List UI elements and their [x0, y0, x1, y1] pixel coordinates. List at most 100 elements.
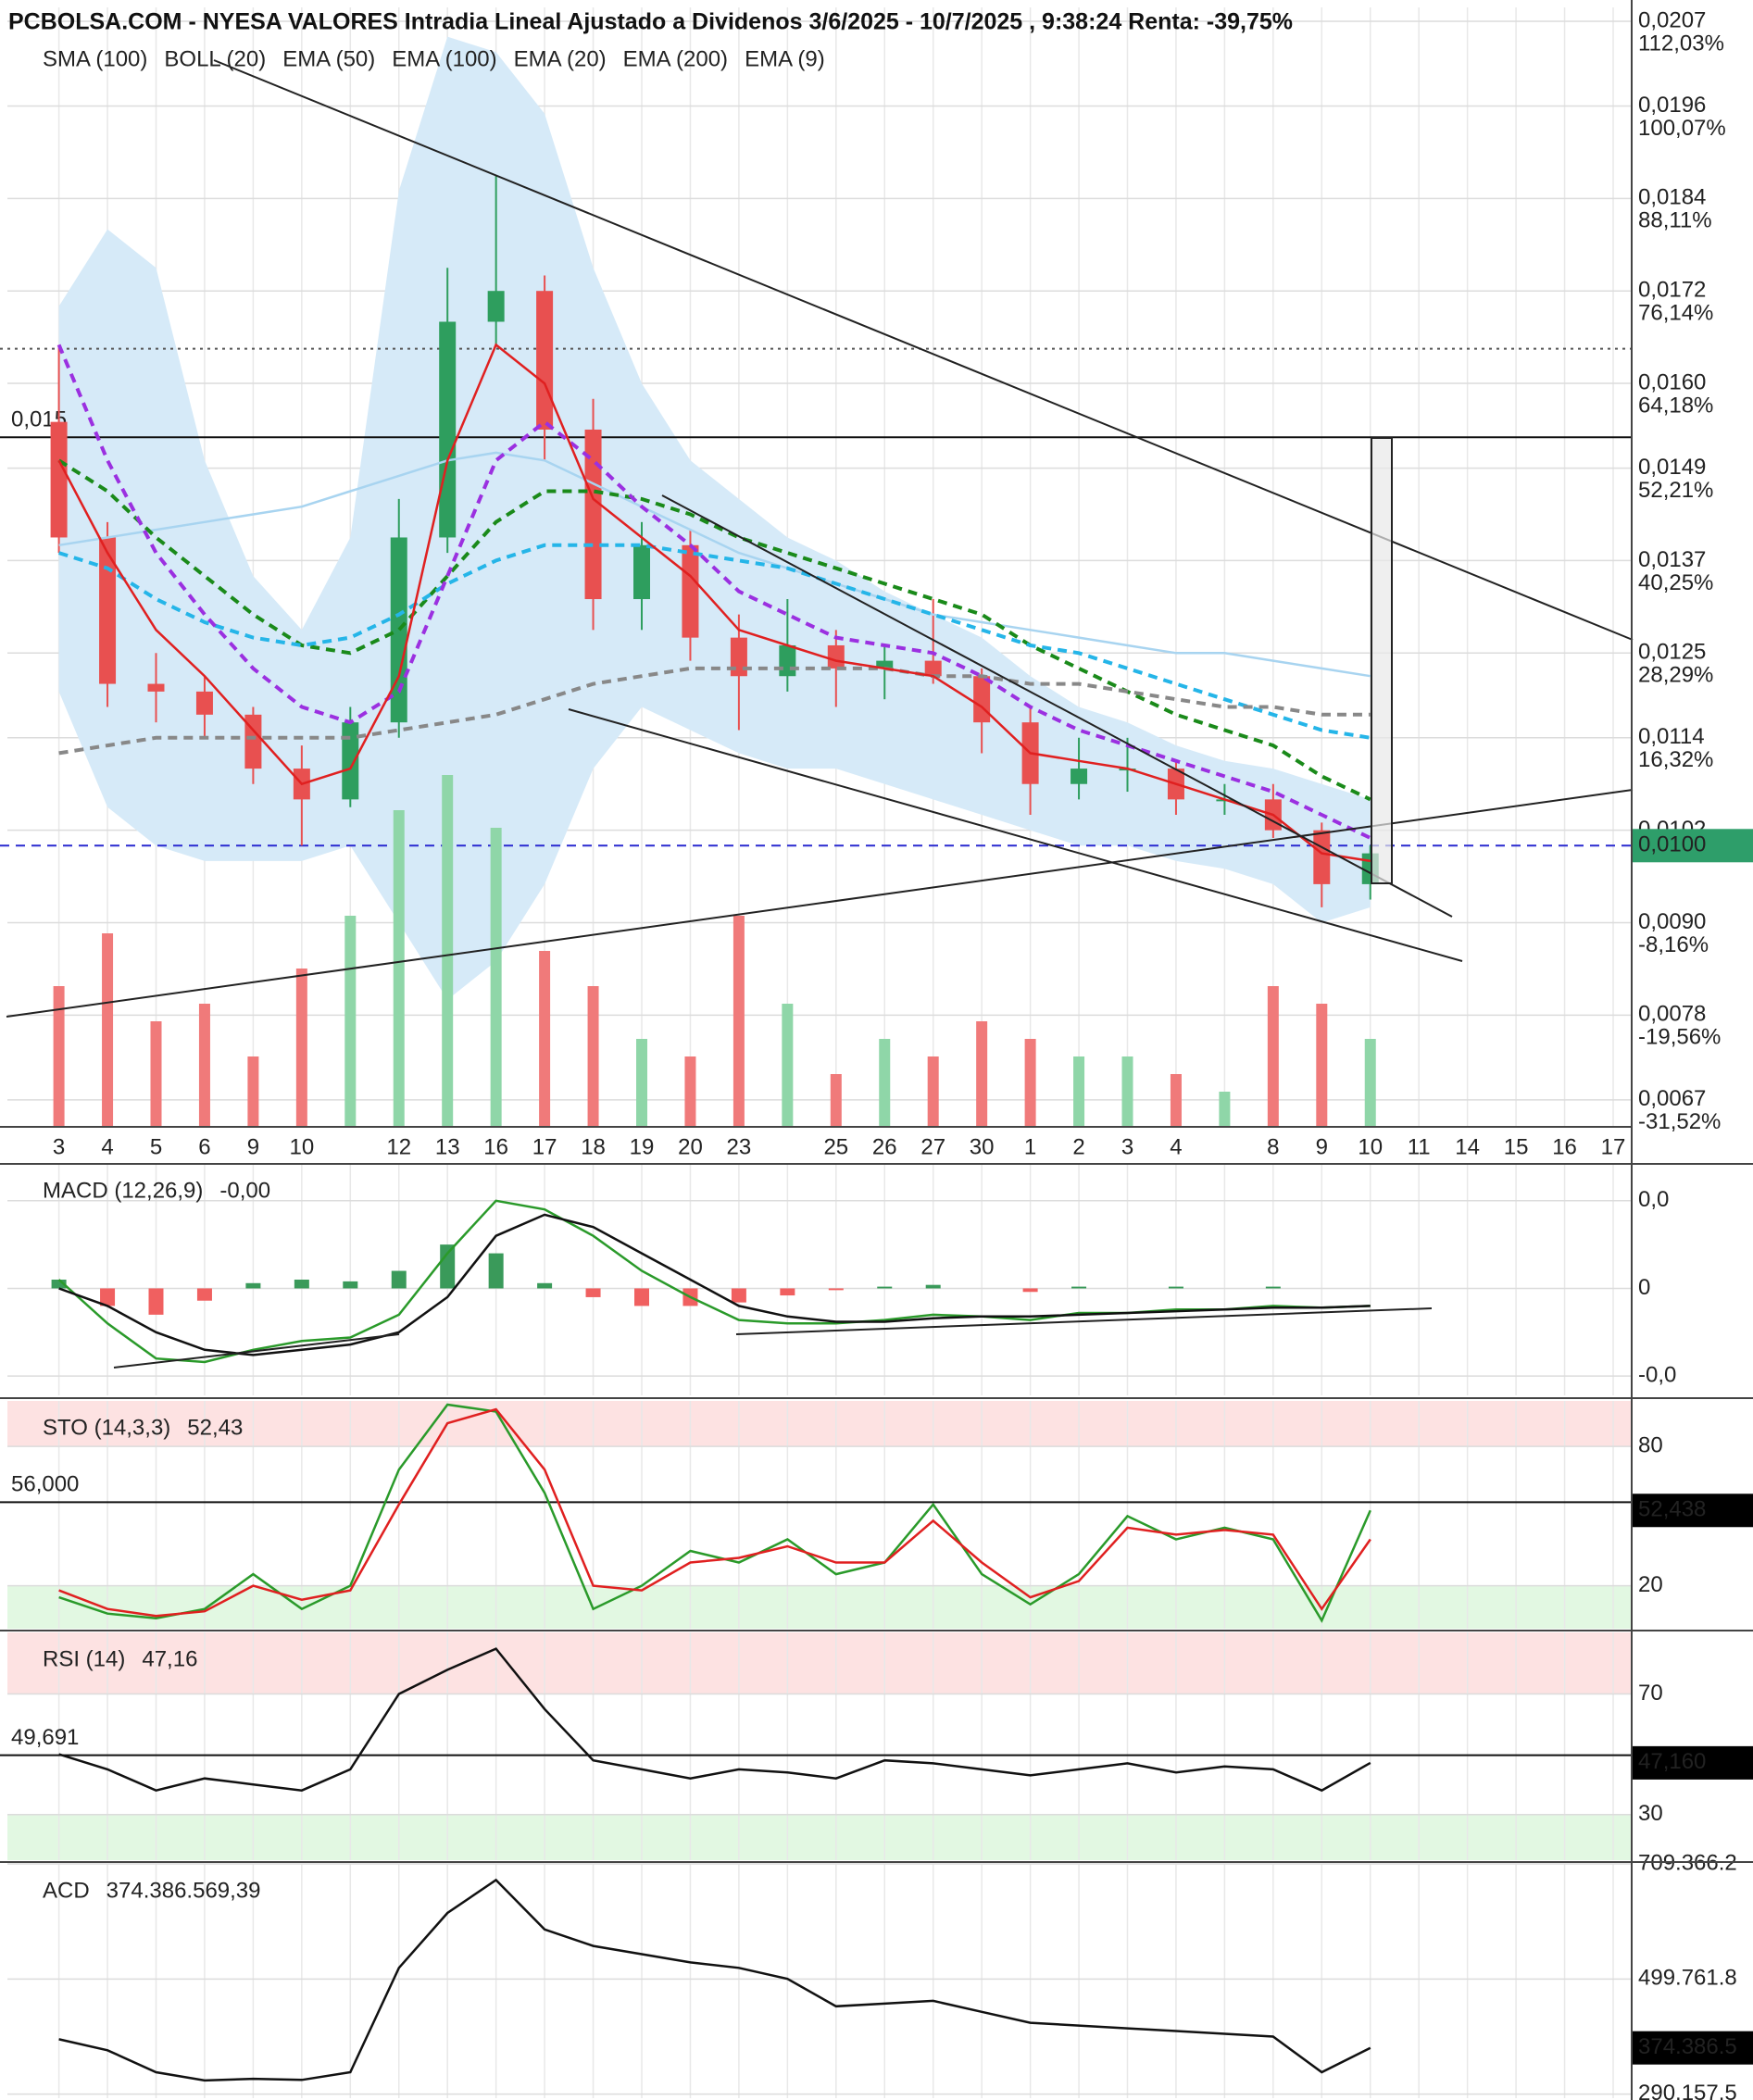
- last-value-label: 47,160: [1638, 1749, 1706, 1774]
- pct-tick-label: -8,16%: [1638, 932, 1709, 957]
- y-tick-label: 80: [1638, 1432, 1663, 1457]
- last-value-box: [1633, 829, 1753, 863]
- legend-entry: BOLL (20): [164, 46, 266, 71]
- panel-value: 47,16: [142, 1646, 197, 1671]
- y-tick-label: 30: [1638, 1801, 1663, 1826]
- histogram-bar: [245, 1282, 261, 1289]
- volume-bar: [830, 1074, 842, 1127]
- candle-body: [244, 714, 262, 769]
- zone: [7, 1585, 1632, 1629]
- x-tick-label: 26: [872, 1134, 897, 1159]
- last-value-box: [1633, 1745, 1753, 1780]
- x-tick-label: 23: [727, 1134, 752, 1159]
- y-tick-label: 0,0090: [1638, 909, 1706, 934]
- volume-bar: [976, 1021, 988, 1127]
- candle-body: [633, 544, 650, 600]
- y-tick-label: 0,0172: [1638, 278, 1706, 303]
- histogram-bar: [585, 1288, 601, 1297]
- histogram-bar: [925, 1284, 941, 1289]
- macd-line: [57, 1199, 1371, 1364]
- panel-title: ACD: [43, 1878, 90, 1903]
- last-value-box: [1633, 1494, 1753, 1528]
- histogram-bar: [148, 1288, 164, 1315]
- pct-tick-label: 100,07%: [1638, 116, 1726, 141]
- h-line-label: 56,000: [11, 1472, 79, 1497]
- y-tick-label: 290.157.5: [1638, 2081, 1737, 2100]
- range-box: [1371, 437, 1393, 884]
- x-tick-label: 13: [435, 1134, 460, 1159]
- volume-bar: [879, 1039, 891, 1127]
- x-tick-label: 4: [1170, 1134, 1182, 1159]
- volume-bar: [490, 828, 502, 1127]
- x-tick-label: 5: [150, 1134, 162, 1159]
- indicator-line: [56, 344, 1371, 840]
- histogram-bar: [488, 1253, 504, 1289]
- candle-body: [147, 683, 165, 692]
- volume-bar: [1073, 1056, 1085, 1127]
- y-tick-label: -0,0: [1638, 1363, 1676, 1388]
- trendline: [6, 789, 1634, 1018]
- x-tick-label: 30: [970, 1134, 995, 1159]
- trendlines: [6, 59, 1634, 1369]
- oscillator-line: [58, 1647, 1371, 1793]
- candle-body: [487, 291, 505, 322]
- candle-body: [1313, 830, 1331, 884]
- x-tick-label: 3: [1121, 1134, 1133, 1159]
- volume-bar: [150, 1021, 162, 1127]
- pct-tick-label: 16,32%: [1638, 747, 1713, 772]
- pct-tick-label: 76,14%: [1638, 301, 1713, 326]
- volume-bar: [344, 916, 357, 1127]
- volume-bar: [295, 969, 307, 1127]
- candle-body: [973, 676, 991, 723]
- volume-bar: [198, 1004, 210, 1127]
- candle-body: [876, 660, 894, 669]
- x-tick-label: 10: [289, 1134, 314, 1159]
- x-tick-label: 17: [532, 1134, 557, 1159]
- histogram-bar: [196, 1288, 212, 1301]
- zone: [7, 1814, 1632, 1860]
- trendline: [113, 1333, 400, 1369]
- y-tick-label: 0,0196: [1638, 93, 1706, 118]
- indicator-line: [57, 458, 1371, 802]
- y-tick-label: 0,0184: [1638, 185, 1706, 210]
- pct-tick-label: -19,56%: [1638, 1025, 1721, 1050]
- indicator-line: [58, 451, 1371, 678]
- volume-bar: [636, 1039, 647, 1127]
- candle-body: [439, 321, 457, 538]
- volume-bar: [53, 986, 65, 1127]
- histogram-bar: [294, 1280, 309, 1289]
- y-tick-label: 0,0: [1638, 1187, 1669, 1212]
- volume-bar: [1219, 1092, 1231, 1127]
- indicator-line: [58, 666, 1371, 756]
- histogram-bar: [634, 1288, 649, 1306]
- last-value-label: 52,438: [1638, 1497, 1706, 1522]
- trendline: [568, 708, 1463, 962]
- x-tick-label: 19: [630, 1134, 655, 1159]
- histogram-bar: [391, 1270, 407, 1289]
- last-value-label: 0,0100: [1638, 832, 1706, 857]
- candle-body: [827, 644, 845, 669]
- volume-bar: [927, 1056, 939, 1127]
- y-tick-label: 0,0114: [1638, 724, 1705, 749]
- x-tick-label: 10: [1358, 1134, 1383, 1159]
- legend-entry: EMA (20): [514, 46, 607, 71]
- x-tick-label: 8: [1267, 1134, 1279, 1159]
- x-tick-label: 15: [1504, 1134, 1529, 1159]
- volume-bar: [1170, 1074, 1182, 1127]
- candle-body: [195, 691, 213, 715]
- y-tick-label: 0,0078: [1638, 1002, 1706, 1027]
- panel-title: MACD (12,26,9): [43, 1178, 203, 1203]
- legend-entry: SMA (100): [43, 46, 147, 71]
- candle-body: [390, 537, 407, 723]
- x-tick-label: 12: [386, 1134, 411, 1159]
- x-tick-label: 9: [247, 1134, 259, 1159]
- trendline: [661, 494, 1453, 918]
- panel-value: 374.386.569,39: [106, 1878, 261, 1903]
- y-tick-label: 0,0149: [1638, 455, 1706, 480]
- histogram-bar: [877, 1286, 893, 1289]
- histogram-bar: [731, 1288, 746, 1303]
- panel-title: RSI (14): [43, 1646, 125, 1671]
- histogram-bar: [100, 1288, 116, 1306]
